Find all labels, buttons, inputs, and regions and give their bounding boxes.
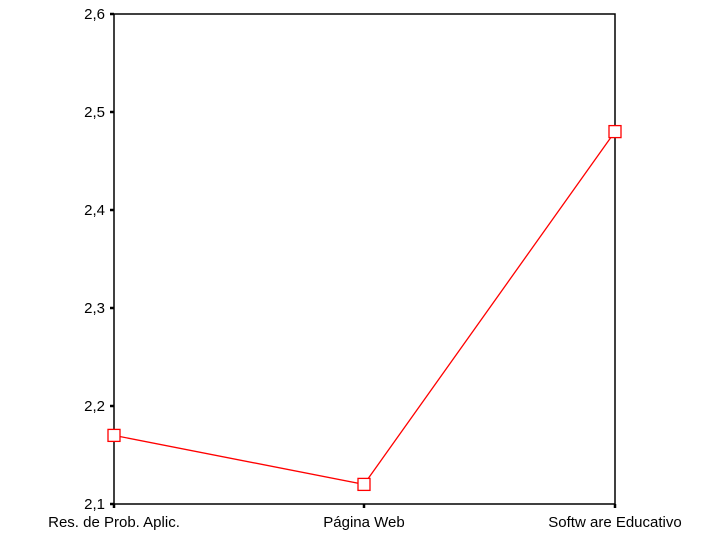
x-tick-label: Res. de Prob. Aplic. — [48, 514, 180, 531]
x-tick-label: Softw are Educativo — [548, 514, 681, 531]
y-tick-label: 2,4 — [84, 202, 105, 219]
series-layer — [107, 124, 622, 492]
y-tick-label: 2,5 — [84, 104, 105, 121]
y-tick-label: 2,6 — [84, 6, 105, 23]
data-point-marker — [107, 428, 121, 443]
y-tick-label: 2,3 — [84, 300, 105, 317]
data-point-marker — [608, 124, 622, 139]
series-line — [113, 131, 616, 486]
y-tick-label: 2,1 — [84, 496, 105, 513]
y-tick-label: 2,2 — [84, 398, 105, 415]
data-point-marker — [357, 477, 371, 492]
x-axis: Res. de Prob. Aplic. Página Web Softw are … — [48, 504, 682, 531]
y-axis: 2,1 2,2 2,3 2,4 2,5 2,6 — [84, 6, 114, 513]
plot-frame — [113, 13, 616, 505]
x-tick-label: Página Web — [323, 514, 404, 531]
